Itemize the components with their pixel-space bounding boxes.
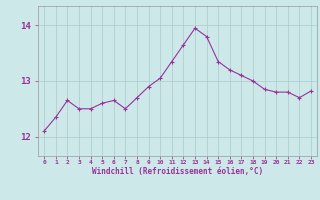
- X-axis label: Windchill (Refroidissement éolien,°C): Windchill (Refroidissement éolien,°C): [92, 167, 263, 176]
